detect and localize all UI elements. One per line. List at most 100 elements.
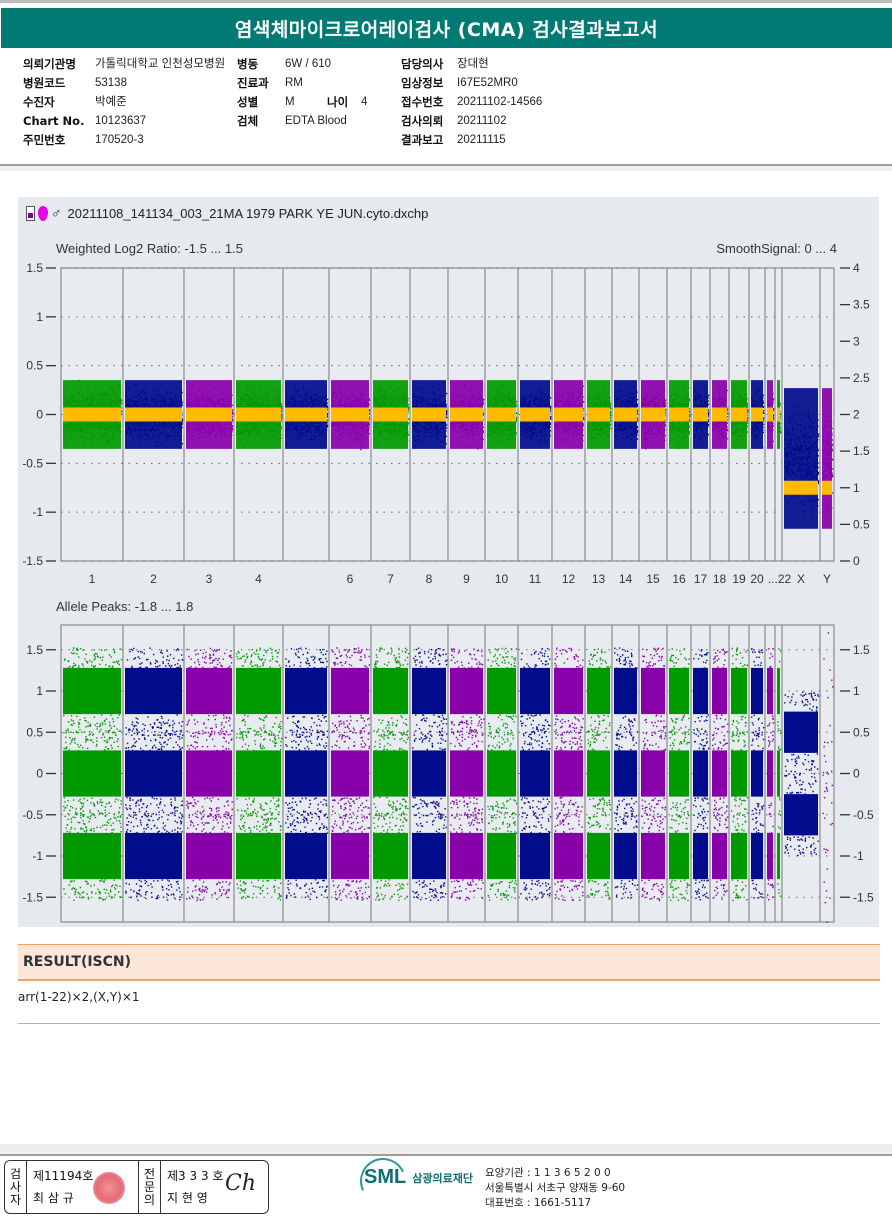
allele-band-chr-15 xyxy=(641,750,665,797)
smooth-signal-chr-16 xyxy=(669,407,689,422)
allele-band-chr-22 xyxy=(777,832,780,880)
value-clinical-info: I67E52MR0 xyxy=(457,77,518,89)
data-core-chr-X xyxy=(784,388,818,529)
result-iscn-value: arr(1-22)×2,(X,Y)×1 xyxy=(18,990,140,1004)
seal-stamp-icon xyxy=(93,1172,125,1204)
allele-band-chr-16 xyxy=(669,667,689,715)
y-tick-label: 0.5 xyxy=(26,725,43,739)
smooth-signal-title: SmoothSignal: 0 ... 4 xyxy=(716,241,837,256)
value-physician: 장대현 xyxy=(457,58,489,70)
y2-tick-label: -1.5 xyxy=(853,890,874,904)
value-hospital-code: 53138 xyxy=(95,77,127,89)
smooth-signal-chr-X xyxy=(784,480,818,495)
value-department: RM xyxy=(285,77,303,89)
specialist-cell: 제3 3 3 호 지 현 영 Ch xyxy=(161,1161,268,1213)
allele-scatter-chr-19 xyxy=(731,731,749,818)
allele-band-chr-X xyxy=(784,711,818,753)
smooth-signal-chr-17 xyxy=(693,407,708,422)
value-request-date: 20211102 xyxy=(457,115,507,127)
allele-band-chr-6 xyxy=(331,667,369,715)
allele-band-chr-20 xyxy=(751,750,763,797)
specialist-label-char: 문 xyxy=(143,1179,156,1194)
smooth-signal-chr-22 xyxy=(777,407,780,422)
y2-tick-label: -0.5 xyxy=(853,808,874,822)
report-title: 염색체마이크로어레이검사 (CMA) 검사결과보고서 xyxy=(1,8,892,48)
result-divider xyxy=(18,1023,880,1024)
allele-scatter-chr-13 xyxy=(587,730,612,817)
header-band xyxy=(0,166,892,171)
allele-band-chr-9 xyxy=(450,832,483,880)
allele-band-chr-20 xyxy=(751,832,763,880)
smooth-signal-chr-9 xyxy=(450,407,483,422)
examiner-label-char: 검 xyxy=(9,1166,22,1181)
x-tick-label: 14 xyxy=(619,572,633,586)
allele-band-chr-20 xyxy=(751,667,763,715)
allele-band-chr-3 xyxy=(186,832,232,880)
examiner-label-char: 사 xyxy=(9,1179,22,1194)
allele-plot-title: Allele Peaks: -1.8 ... 1.8 xyxy=(56,599,194,614)
logo-mark: SML xyxy=(364,1166,407,1188)
y-tick-label: -1.5 xyxy=(22,890,43,904)
x-tick-label: 19 xyxy=(732,572,746,586)
smooth-signal-chr-6 xyxy=(331,407,369,422)
allele-band-chr-1 xyxy=(63,750,121,797)
smooth-signal-chr-20 xyxy=(751,407,763,422)
allele-band-chr-2 xyxy=(125,750,182,797)
smooth-signal-chr-14 xyxy=(614,407,637,422)
patient-info-col3: 담당의사 장대현 임상정보 I67E52MR0 접수번호 20211102-14566… xyxy=(401,55,542,150)
allele-band-chr-11 xyxy=(520,832,550,880)
allele-band-chr-21 xyxy=(767,667,773,715)
specialist-license: 제3 3 3 호 xyxy=(167,1169,224,1183)
allele-band-chr-10 xyxy=(487,667,516,715)
allele-scatter-chr-19 xyxy=(731,647,749,736)
allele-band-chr-14 xyxy=(614,750,637,797)
y-tick-label: 1 xyxy=(36,684,43,698)
allele-scatter-chr-16 xyxy=(669,648,690,735)
x-tick-label: 16 xyxy=(672,572,686,586)
x-tick-label: 8 xyxy=(426,572,433,586)
allele-band-chr-22 xyxy=(777,750,780,797)
allele-band-chr-15 xyxy=(641,832,665,880)
allele-band-chr-14 xyxy=(614,667,637,715)
allele-band-chr-8 xyxy=(412,750,446,797)
allele-scatter-chr-22 xyxy=(777,729,782,812)
smooth-signal-chr-11 xyxy=(520,407,550,422)
specialist-name: 지 현 영 xyxy=(167,1191,208,1205)
allele-band-chr-22 xyxy=(777,667,780,715)
allele-band-chr-19 xyxy=(731,750,747,797)
y-tick-label: 0 xyxy=(36,767,43,781)
y2-tick-label: 1.5 xyxy=(853,643,870,657)
x-tick-label: 11 xyxy=(529,572,542,586)
allele-band-chr-2 xyxy=(125,832,182,880)
label-report-date: 결과보고 xyxy=(401,133,444,147)
smooth-signal-chr-18 xyxy=(712,407,727,422)
x-tick-label: 4 xyxy=(255,572,262,586)
top-rule xyxy=(0,0,892,3)
label-department: 진료과 xyxy=(237,76,269,90)
allele-scatter-chr-15 xyxy=(641,731,667,818)
smooth-signal-chr-3 xyxy=(186,407,232,422)
allele-band-chr-2 xyxy=(125,667,182,715)
allele-band-chr-7 xyxy=(373,832,408,880)
allele-band-chr-5 xyxy=(285,832,327,880)
y2-tick-label: 2.5 xyxy=(853,371,870,385)
allele-scatter-chr-8 xyxy=(412,812,447,901)
allele-scatter-chr-X xyxy=(784,691,820,775)
viewer-title: ♂ 20211108_141134_003_21MA 1979 PARK YE … xyxy=(26,205,428,221)
x-tick-label: 1 xyxy=(89,572,96,586)
footer-band xyxy=(0,1144,892,1154)
allele-scatter-chr-19 xyxy=(731,812,749,902)
allele-band-chr-21 xyxy=(767,750,773,797)
examiner-cell: 제11194호 최 삼 규 xyxy=(27,1161,139,1213)
data-core-chr-Y xyxy=(822,388,832,529)
label-physician: 담당의사 xyxy=(401,57,444,71)
allele-scatter-chr-22 xyxy=(777,648,782,734)
org-institution-code: 요양기관 : 1 1 3 6 5 2 0 0 xyxy=(485,1167,611,1179)
x-tick-label: X xyxy=(797,572,805,586)
specialist-label: 전 문 의 xyxy=(139,1161,161,1213)
smooth-signal-chr-1 xyxy=(63,407,121,422)
smooth-signal-chr-2 xyxy=(125,407,182,422)
value-specimen: EDTA Blood xyxy=(285,115,347,127)
allele-scatter-chr-2 xyxy=(125,729,184,819)
value-accession-no: 20211102-14566 xyxy=(457,96,543,108)
